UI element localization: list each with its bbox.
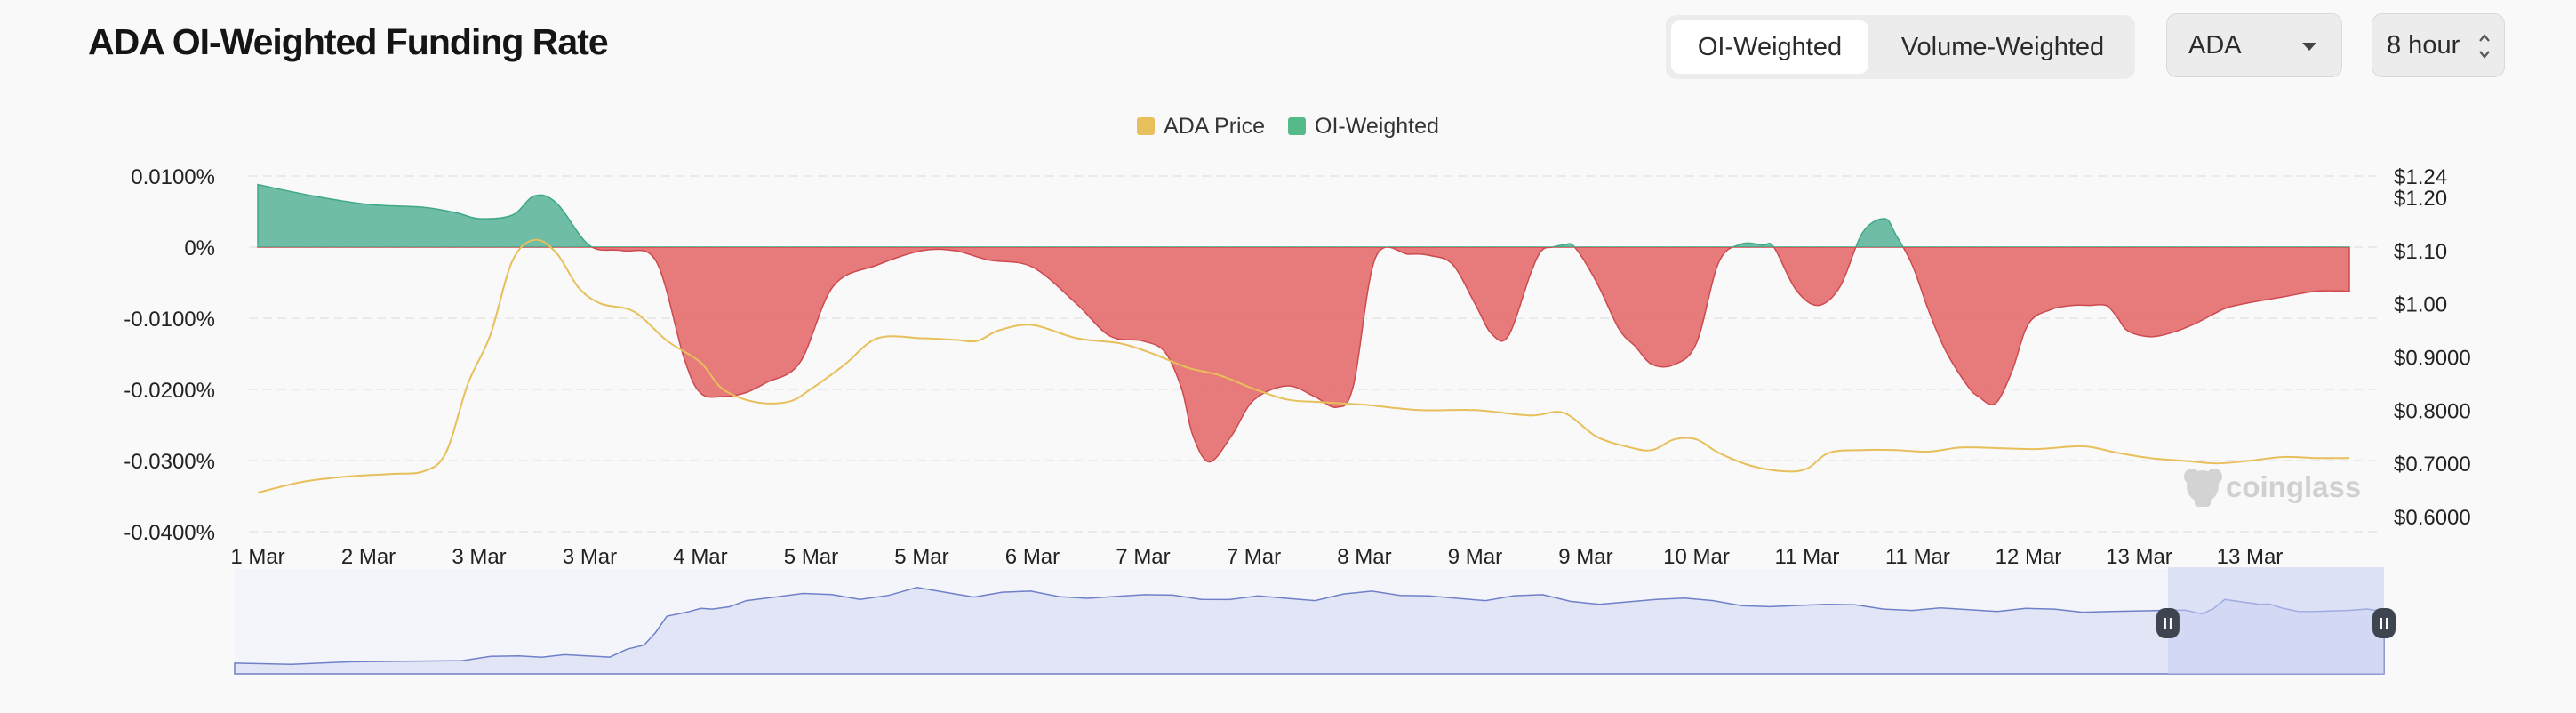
coinglass-logo-icon (2184, 469, 2222, 507)
interval-select-value: 8 hour (2387, 31, 2460, 60)
right-tick-label: $1.24 (2394, 165, 2447, 189)
left-tick-label: -0.0100% (124, 308, 215, 332)
tab-oi-weighted[interactable]: OI-Weighted (1671, 20, 1868, 74)
symbol-select[interactable]: ADA (2166, 13, 2342, 77)
x-tick-label: 10 Mar (1663, 545, 1730, 569)
x-axis: 1 Mar 2 Mar 3 Mar 3 Mar 4 Mar 5 Mar 5 Mar 6 Mar… (230, 545, 2283, 569)
x-tick-label: 4 Mar (673, 545, 727, 569)
x-tick-label: 13 Mar (2217, 545, 2284, 569)
range-navigator[interactable] (234, 567, 2396, 675)
ada-price-line (257, 238, 2350, 494)
positive-funding-area (257, 183, 2350, 247)
navigator-handle-right[interactable] (2372, 608, 2396, 638)
navigator-selection[interactable] (2167, 567, 2384, 674)
left-axis: 0.0100% 0% -0.0100% -0.0200% -0.0300% -0.0400… (124, 165, 215, 545)
right-tick-label: $0.8000 (2394, 399, 2471, 423)
x-tick-label: 12 Mar (1996, 545, 2062, 569)
caret-down-icon (2302, 43, 2316, 51)
tab-volume-weighted[interactable]: Volume-Weighted (1900, 33, 2105, 61)
x-tick-label: 6 Mar (1005, 545, 1060, 569)
x-tick-label: 7 Mar (1116, 545, 1170, 569)
legend-swatch-price (1137, 117, 1156, 135)
x-tick-label: 5 Mar (894, 545, 948, 569)
legend-item-price[interactable]: ADA Price (1137, 114, 1265, 140)
coinglass-watermark: coinglass (2184, 469, 2361, 507)
x-tick-label: 3 Mar (563, 545, 617, 569)
x-tick-label: 9 Mar (1558, 545, 1612, 569)
chart-legend: ADA Price OI-Weighted (0, 112, 2576, 140)
x-tick-label: 3 Mar (452, 545, 506, 569)
navigator-handle-left[interactable] (2156, 608, 2180, 638)
right-tick-label: $1.20 (2394, 187, 2447, 211)
x-tick-label: 8 Mar (1337, 545, 1391, 569)
page-title: ADA OI-Weighted Funding Rate (88, 21, 609, 62)
legend-label-oi-weighted: OI-Weighted (1315, 113, 1439, 139)
funding-area (257, 183, 2350, 463)
legend-item-oi-weighted[interactable]: OI-Weighted (1288, 114, 1439, 140)
legend-label-price: ADA Price (1164, 113, 1266, 139)
watermark-text: coinglass (2226, 470, 2361, 503)
right-tick-label: $0.6000 (2394, 506, 2471, 530)
left-tick-label: -0.0300% (124, 450, 215, 474)
x-tick-label: 1 Mar (230, 545, 284, 569)
left-tick-label: -0.0200% (124, 379, 215, 403)
weighting-toggle: OI-Weighted Volume-Weighted (1666, 15, 2135, 79)
right-tick-label: $0.9000 (2394, 346, 2471, 370)
interval-select[interactable]: 8 hour (2372, 13, 2505, 77)
legend-swatch-oi-weighted (1288, 117, 1307, 135)
right-tick-label: $1.10 (2394, 240, 2447, 264)
left-tick-label: -0.0400% (124, 521, 215, 545)
right-tick-label: $1.00 (2394, 293, 2447, 317)
x-tick-label: 7 Mar (1227, 545, 1281, 569)
right-axis: $1.24$1.20 $1.10 $1.00 $0.9000 $0.8000 $0.700… (2394, 165, 2471, 530)
x-tick-label: 9 Mar (1448, 545, 1502, 569)
x-tick-label: 11 Mar (1885, 545, 1950, 569)
left-tick-label: 0% (184, 236, 215, 260)
x-tick-label: 5 Mar (784, 545, 838, 569)
sort-arrows-icon (2479, 34, 2490, 59)
left-tick-label: 0.0100% (131, 165, 215, 189)
x-tick-label: 13 Mar (2106, 545, 2172, 569)
x-tick-label: 2 Mar (341, 545, 396, 569)
right-tick-label: $0.7000 (2394, 453, 2471, 477)
x-tick-label: 11 Mar (1775, 545, 1840, 569)
symbol-select-value: ADA (2188, 31, 2242, 60)
